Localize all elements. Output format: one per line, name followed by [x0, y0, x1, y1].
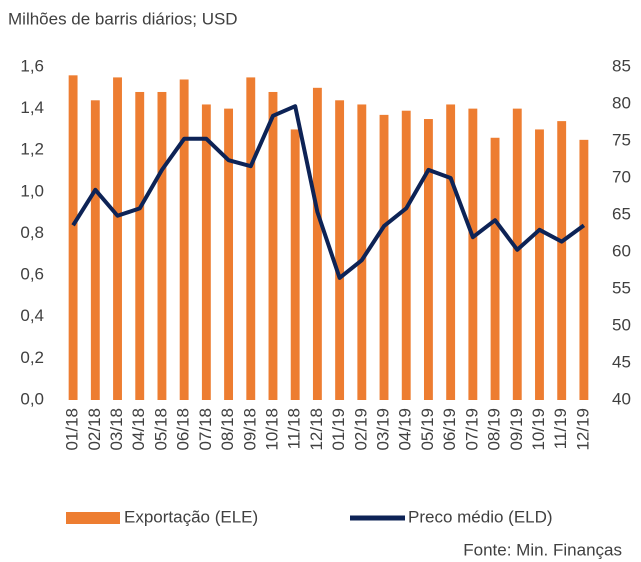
chart-title: Milhões de barris diários; USD: [8, 9, 238, 28]
y2-tick-label: 85: [612, 56, 631, 75]
y-tick-label: 0,6: [20, 265, 44, 284]
x-tick-label: 11/19: [551, 408, 570, 449]
legend-swatch: [66, 512, 120, 524]
y2-tick-label: 75: [612, 130, 631, 149]
bar: [268, 91, 278, 400]
y-tick-label: 0,0: [20, 389, 44, 408]
x-tick-label: 07/18: [196, 408, 215, 451]
bar: [290, 129, 300, 400]
bar: [357, 104, 367, 401]
bar: [157, 91, 167, 400]
x-tick-label: 12/19: [573, 408, 592, 451]
bar: [535, 129, 544, 400]
bar: [446, 104, 456, 401]
line: [71, 104, 586, 280]
x-tick-label: 05/19: [418, 408, 437, 451]
bar: [312, 87, 322, 400]
x-tick-label: 06/19: [440, 408, 459, 451]
x-tick-label: 05/18: [151, 408, 170, 451]
x-tick-label: 10/18: [262, 408, 281, 451]
x-tick-label: 03/18: [107, 408, 126, 451]
legend-label: Preco médio (ELD): [408, 507, 553, 526]
bar: [468, 108, 478, 400]
x-tick-label: 11/18: [285, 408, 304, 449]
y-tick-label: 1,2: [20, 140, 44, 159]
y-tick-label: 0,8: [20, 223, 44, 242]
bar: [90, 100, 100, 401]
bar: [224, 108, 234, 400]
x-tick-label: 03/19: [374, 408, 393, 451]
y-tick-label: 0,4: [20, 306, 44, 325]
bar: [423, 119, 433, 400]
bar: [135, 91, 145, 400]
bar: [335, 100, 345, 401]
bar: [379, 114, 389, 401]
y-tick-label: 1,6: [20, 56, 44, 75]
y2-tick-label: 45: [612, 352, 631, 371]
x-tick-label: 04/19: [396, 408, 415, 451]
y2-tick-label: 65: [612, 204, 631, 223]
bar: [179, 79, 189, 401]
y2-tick-label: 50: [612, 315, 631, 334]
y-tick-label: 1,4: [20, 98, 44, 117]
legend-label: Exportação (ELE): [124, 507, 258, 526]
y2-tick-label: 40: [612, 389, 631, 408]
x-tick-label: 02/18: [85, 408, 104, 451]
x-tick-label: 07/19: [462, 408, 481, 451]
x-tick-label: 06/18: [174, 408, 193, 451]
x-tick-label: 08/18: [218, 408, 237, 451]
bar: [579, 139, 589, 400]
y2-tick-label: 55: [612, 278, 631, 297]
x-tick-label: 09/19: [507, 408, 526, 451]
bar: [490, 137, 500, 400]
x-tick-label: 01/18: [63, 408, 82, 451]
bar: [68, 75, 78, 400]
x-tick-label: 01/19: [329, 408, 348, 451]
x-tick-label: 04/18: [129, 408, 148, 451]
x-tick-label: 02/19: [351, 408, 370, 451]
bar: [401, 110, 411, 401]
x-tick-label: 08/19: [485, 408, 504, 451]
x-tick-label: 12/18: [307, 408, 326, 451]
bar: [512, 108, 522, 400]
x-tick-label: 09/18: [240, 408, 259, 451]
x-tick-label: 10/19: [529, 408, 548, 451]
y-tick-label: 1,0: [20, 181, 44, 200]
bar: [246, 77, 256, 400]
y2-tick-label: 60: [612, 241, 631, 260]
source: Fonte: Min. Finanças: [463, 540, 622, 559]
bar: [113, 77, 122, 400]
bar: [201, 104, 211, 401]
bar: [557, 121, 567, 401]
y2-tick-label: 80: [612, 93, 631, 112]
y-tick-label: 0,2: [20, 348, 44, 367]
y2-tick-label: 70: [612, 167, 631, 186]
